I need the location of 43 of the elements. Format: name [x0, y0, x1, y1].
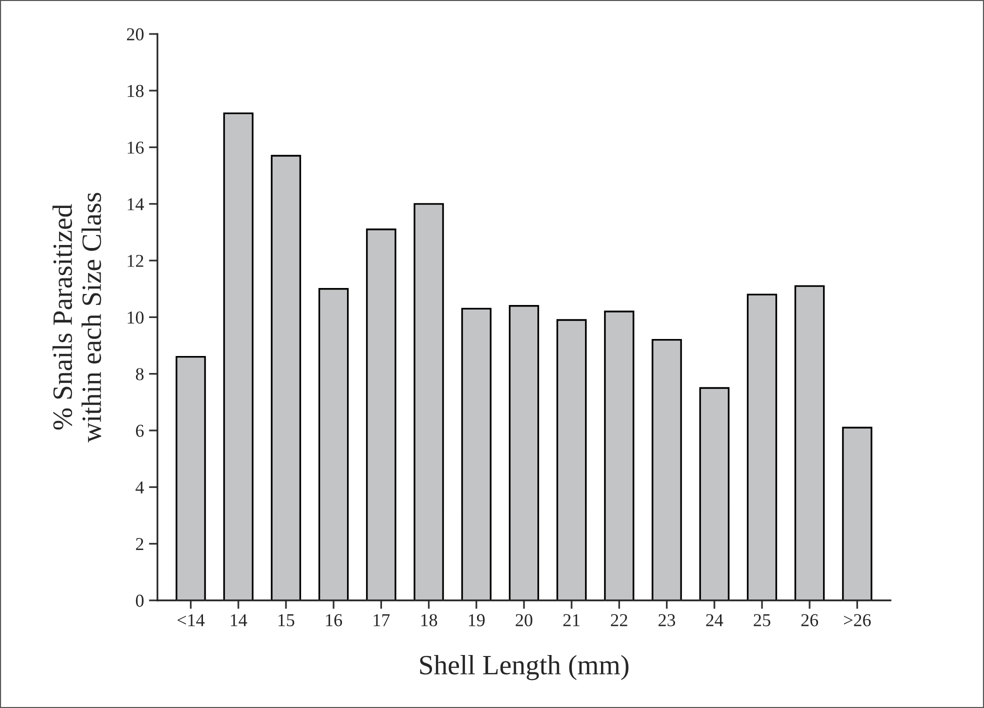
- x-tick-label: 19: [468, 614, 485, 626]
- bar: [366, 228, 396, 600]
- y-tick-label: 12: [128, 254, 144, 267]
- bar: [604, 310, 634, 600]
- x-tick-label: 26: [801, 614, 818, 626]
- bar: [746, 294, 778, 600]
- y-tick-label: 16: [128, 142, 144, 154]
- y-tick-label: 18: [128, 84, 144, 98]
- bar: [318, 288, 349, 600]
- bar: [842, 426, 872, 600]
- x-tick-label: 23: [658, 614, 676, 626]
- y-tick-label: 8: [136, 368, 144, 380]
- bar: [270, 154, 302, 600]
- bar: [461, 308, 492, 600]
- y-tick-label: 4: [136, 481, 144, 494]
- y-tick-label: 0: [136, 594, 144, 607]
- bar: [223, 112, 254, 600]
- bar: [556, 319, 587, 600]
- x-tick-label: 18: [421, 614, 438, 626]
- x-tick-label: <14: [178, 614, 205, 626]
- x-tick-label: 14: [230, 614, 248, 626]
- x-axis-title: Shell Length (mm): [420, 654, 628, 680]
- y-tick-label: 6: [136, 424, 144, 437]
- x-tick-label: 15: [278, 614, 294, 626]
- y-axis-title: % Snails Parasitized within each Size Class: [52, 192, 102, 443]
- bar: [652, 339, 682, 600]
- bar: [794, 285, 825, 600]
- bar: [414, 203, 444, 600]
- y-tick-label: 14: [128, 198, 144, 210]
- x-tick-label: 21: [563, 614, 580, 626]
- bar: [699, 387, 730, 600]
- x-tick-label: 25: [754, 614, 770, 626]
- x-tick-label: 20: [516, 614, 532, 626]
- y-tick-label: 2: [136, 538, 144, 550]
- x-tick-label: >26: [844, 614, 871, 626]
- x-tick-label: 16: [326, 614, 342, 626]
- bar: [176, 356, 206, 600]
- bar: [508, 305, 540, 600]
- y-tick-label: 20: [126, 28, 144, 40]
- y-tick-label: 10: [128, 311, 144, 324]
- x-tick-label: 22: [610, 614, 628, 626]
- x-tick-label: 17: [374, 614, 390, 626]
- x-tick-label: 24: [706, 614, 724, 626]
